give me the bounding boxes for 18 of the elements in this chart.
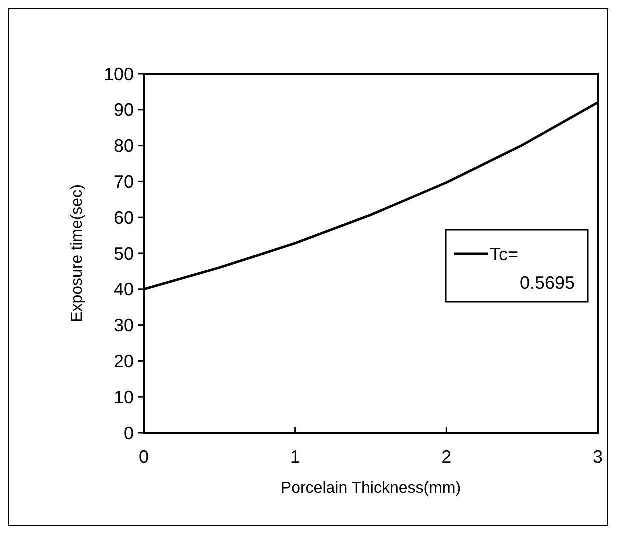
x-tick-label: 3 <box>592 447 604 467</box>
y-tick-label: 80 <box>114 136 134 156</box>
y-tick-label: 100 <box>104 64 134 84</box>
y-tick-label: 10 <box>114 387 134 408</box>
y-tick-label: 50 <box>114 244 134 264</box>
x-axis-title: Porcelain Thickness(mm) <box>280 480 462 497</box>
y-tick-label: 70 <box>114 172 134 192</box>
y-tick-label: 30 <box>114 316 134 336</box>
y-axis-title: Exposure time(sec) <box>69 184 86 322</box>
y-tick-label: 0 <box>124 423 134 444</box>
x-tick-label: 0 <box>138 447 150 467</box>
x-tick-label: 1 <box>290 447 300 467</box>
legend-label: Tc= 0.5695 <box>490 244 576 294</box>
x-tick-label: 2 <box>442 447 452 467</box>
y-tick-label: 90 <box>114 100 134 120</box>
y-tick-label: 60 <box>114 208 134 228</box>
y-tick-label: 40 <box>114 280 134 300</box>
y-tick-label: 20 <box>114 352 134 372</box>
